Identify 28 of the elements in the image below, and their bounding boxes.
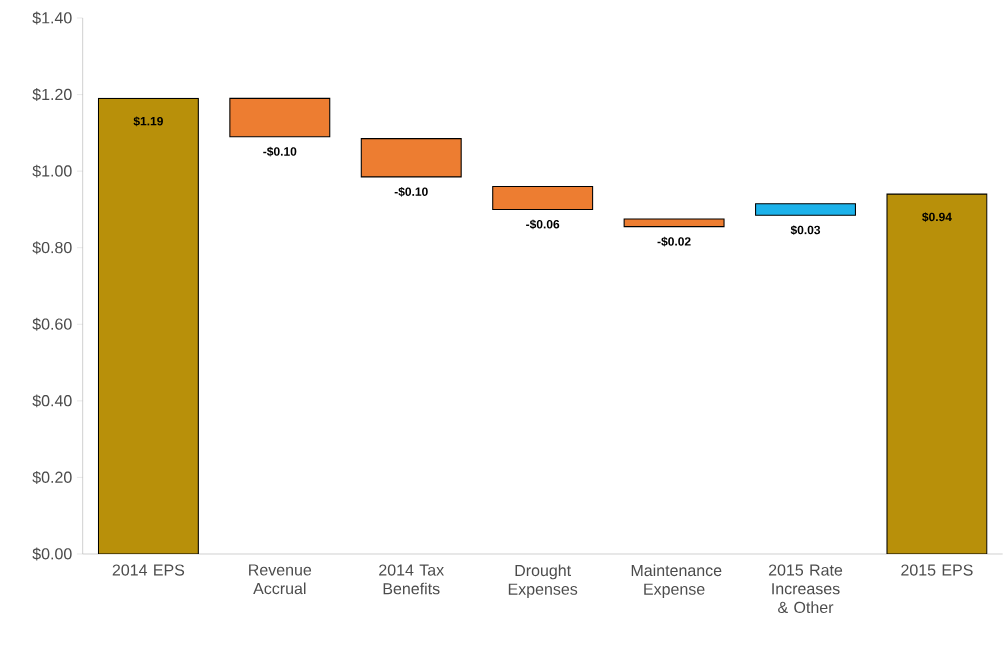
y-tick-label: $1.20 [32, 88, 72, 102]
data-label: $0.94 [922, 212, 952, 222]
x-tick-label: Drought Expenses [508, 564, 578, 598]
data-label: -$0.06 [526, 219, 560, 230]
data-label: -$0.10 [394, 186, 428, 197]
data-label: -$0.02 [657, 236, 691, 247]
bar [229, 97, 331, 138]
y-tick-label: $0.00 [32, 547, 72, 561]
y-tick-label: $0.60 [32, 317, 72, 331]
x-tick-label: 2014 EPS [112, 564, 185, 576]
x-tick-label: Maintenance Expense [631, 564, 722, 598]
bar [97, 97, 199, 554]
bar [623, 218, 725, 228]
x-tick-label: Revenue Accrual [249, 564, 312, 595]
bar [492, 185, 594, 210]
y-tick-label: $1.00 [32, 164, 72, 178]
bar [755, 203, 856, 216]
data-label: $0.03 [790, 225, 821, 236]
y-tick-label: $0.40 [32, 394, 72, 408]
bar [360, 138, 462, 178]
y-tick-label: $0.20 [32, 470, 72, 484]
y-tick-label: $0.80 [32, 241, 72, 255]
data-label: -$0.10 [263, 146, 297, 157]
data-label: $1.19 [133, 116, 163, 127]
y-tick-label: $1.40 [32, 11, 72, 25]
x-tick-label: 2015 Rate Increases & Other [768, 564, 843, 614]
x-tick-label: 2014 Tax Benefits [379, 564, 444, 595]
x-tick-label: 2015 EPS [901, 564, 973, 576]
